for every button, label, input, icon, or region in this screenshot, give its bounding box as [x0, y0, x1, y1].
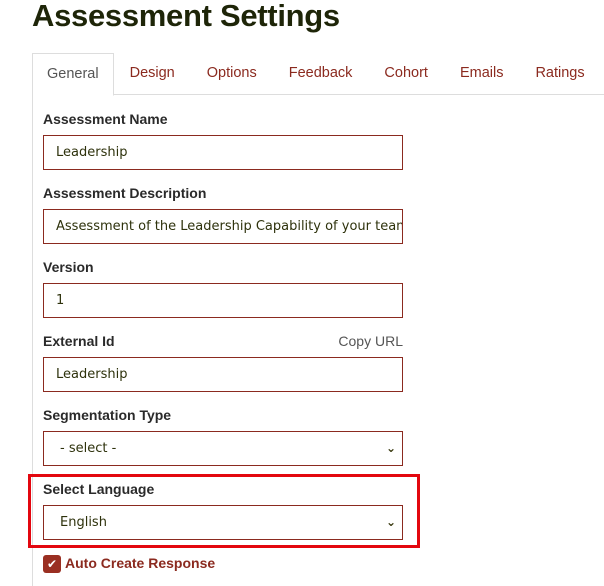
- assessment-name-input[interactable]: Leadership: [43, 135, 403, 170]
- check-icon: ✔: [46, 557, 58, 571]
- assessment-description-label: Assessment Description: [43, 185, 207, 201]
- chevron-down-icon: ⌄: [385, 515, 396, 529]
- language-select[interactable]: English ⌄: [43, 505, 403, 540]
- version-label: Version: [43, 259, 94, 275]
- tab-design[interactable]: Design: [129, 65, 175, 81]
- copy-url-link[interactable]: Copy URL: [338, 333, 403, 349]
- auto-create-label[interactable]: Auto Create Response: [65, 555, 216, 571]
- tab-general[interactable]: General: [32, 53, 114, 96]
- tab-cohort[interactable]: Cohort: [384, 65, 428, 81]
- version-input[interactable]: 1: [43, 283, 403, 318]
- page-title: Assessment Settings: [32, 0, 340, 33]
- external-id-input[interactable]: Leadership: [43, 357, 403, 392]
- segmentation-type-select[interactable]: - select - ⌄: [43, 431, 403, 466]
- tab-emails[interactable]: Emails: [459, 65, 504, 81]
- assessment-name-label: Assessment Name: [43, 111, 168, 127]
- segmentation-type-label: Segmentation Type: [43, 407, 172, 423]
- panel-border: [32, 94, 33, 586]
- highlight-box: [28, 474, 420, 548]
- tab-ratings[interactable]: Ratings: [535, 65, 585, 81]
- select-language-label: Select Language: [43, 481, 155, 497]
- language-value: English: [60, 515, 107, 530]
- tab-bar: General Design Options Feedback Cohort E…: [32, 53, 604, 96]
- assessment-description-input[interactable]: Assessment of the Leadership Capability …: [43, 209, 403, 244]
- auto-create-checkbox[interactable]: ✔: [43, 555, 61, 573]
- tab-feedback[interactable]: Feedback: [288, 65, 353, 81]
- chevron-down-icon: ⌄: [385, 441, 396, 455]
- external-id-label: External Id: [43, 333, 115, 349]
- tab-options[interactable]: Options: [206, 65, 257, 81]
- segmentation-value: - select -: [60, 441, 117, 456]
